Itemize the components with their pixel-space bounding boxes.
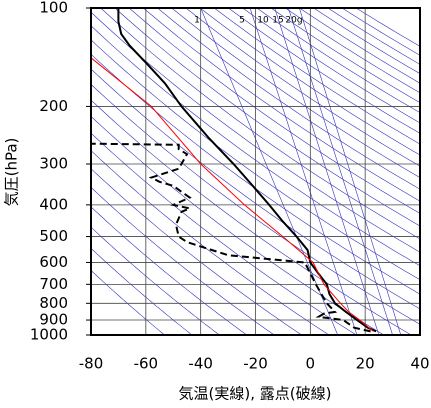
y-tick-label: 600 [39, 253, 68, 271]
mixing-ratio-label: 20g [285, 16, 302, 26]
dry-adiabat [185, 8, 420, 167]
dry-adiabat [199, 8, 420, 156]
mixing-ratio-line [274, 8, 380, 335]
dry-adiabat [313, 8, 420, 75]
y-tick-label: 400 [39, 195, 68, 213]
dry-adiabat [214, 8, 420, 145]
y-tick-label: 300 [39, 155, 68, 173]
dry-adiabat [157, 8, 420, 190]
mixing-ratio-line [249, 8, 358, 335]
mixing-ratio-line [288, 8, 393, 335]
x-tick-label: 40 [410, 355, 429, 373]
dry-adiabat [91, 247, 193, 335]
dry-adiabat [91, 68, 420, 310]
profiles [91, 8, 377, 333]
y-tick-label: 100 [39, 0, 68, 17]
temperature-line [117, 8, 377, 333]
dewpoint-line [91, 142, 371, 333]
x-tick-label: 0 [306, 355, 316, 373]
x-tick-label: -40 [188, 355, 213, 373]
mixing-ratio-line [299, 8, 402, 335]
mixing-ratio-label: 1 [194, 16, 200, 26]
x-tick-label: -20 [243, 355, 268, 373]
x-tick-label: -60 [134, 355, 159, 373]
dry-adiabat [91, 168, 303, 335]
plot-frame [90, 7, 421, 336]
dry-adiabat [91, 99, 412, 335]
dry-adiabat [91, 53, 420, 295]
dry-adiabat [91, 11, 420, 253]
dry-adiabat [128, 8, 420, 214]
dry-adiabat [256, 8, 420, 114]
y-tick-label: 200 [39, 97, 68, 115]
y-tick-label: 500 [39, 227, 68, 245]
dry-adiabat [91, 150, 330, 335]
y-tick-label: 1000 [30, 326, 68, 344]
dry-adiabat [100, 8, 420, 240]
x-tick-label: 20 [356, 355, 375, 373]
x-axis-title: 気温(実線), 露点(破線) [179, 385, 332, 403]
dry-adiabat [91, 269, 166, 335]
dry-adiabat [91, 25, 420, 267]
dry-adiabat [91, 226, 220, 335]
y-axis-title: 気圧(hPa) [3, 138, 21, 207]
dry-adiabat [171, 8, 420, 178]
y-tick-label: 700 [39, 275, 68, 293]
dry-adiabat [143, 8, 420, 202]
mixing-ratio-label: 15 [272, 16, 283, 26]
mixing-ratio-label: 10 [257, 16, 269, 26]
x-tick-label: -80 [79, 355, 104, 373]
dry-adiabat [114, 8, 420, 227]
dry-adiabat [91, 83, 420, 325]
temperature-line [91, 57, 374, 332]
dry-adiabat [91, 206, 248, 335]
y-tick-label: 900 [39, 311, 68, 329]
dry-adiabat [91, 186, 275, 335]
y-tick-label: 800 [39, 294, 68, 312]
mixing-ratio-label: 5 [239, 16, 245, 26]
